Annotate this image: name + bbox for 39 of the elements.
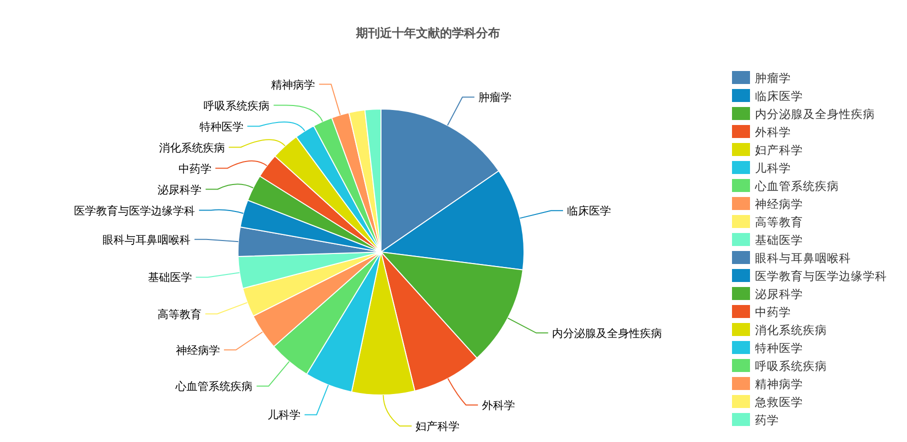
slice-label: 医学教育与医学边缘学科 bbox=[74, 204, 196, 218]
slice-label: 消化系统疾病 bbox=[158, 141, 225, 154]
legend-label: 内分泌腺及全身性疾病 bbox=[755, 107, 875, 121]
legend-label: 高等教育 bbox=[755, 215, 803, 229]
slice-label: 眼科与耳鼻咽喉科 bbox=[102, 233, 190, 246]
slice-label: 中药学 bbox=[178, 162, 212, 176]
slice-label: 基础医学 bbox=[148, 271, 192, 284]
legend-label: 呼吸系统疾病 bbox=[755, 359, 827, 373]
slice-label: 精神病学 bbox=[271, 78, 316, 92]
legend-label: 消化系统疾病 bbox=[755, 323, 827, 337]
legend-label: 妇产科学 bbox=[755, 143, 803, 157]
slice-label: 神经病学 bbox=[176, 344, 220, 357]
slice-label: 呼吸系统疾病 bbox=[204, 99, 270, 112]
legend-label: 特种医学 bbox=[755, 341, 803, 355]
slice-label: 心血管系统疾病 bbox=[174, 380, 253, 394]
slice-label: 特种医学 bbox=[199, 120, 244, 134]
slice-label: 泌尿科学 bbox=[158, 183, 202, 196]
legend-label: 眼科与耳鼻咽喉科 bbox=[755, 251, 851, 265]
legend-label: 临床医学 bbox=[755, 89, 803, 103]
slice-label: 临床医学 bbox=[567, 204, 612, 218]
legend-label: 医学教育与医学边缘学科 bbox=[755, 269, 887, 283]
legend-label: 精神病学 bbox=[755, 377, 803, 391]
slice-label: 高等教育 bbox=[157, 308, 202, 321]
chart-title: 期刊近十年文献的学科分布 bbox=[355, 26, 500, 40]
legend-label: 肿瘤学 bbox=[755, 71, 791, 85]
slice-label: 儿科学 bbox=[268, 408, 301, 422]
slice-label: 外科学 bbox=[482, 399, 515, 412]
slice-label: 妇产科学 bbox=[416, 420, 460, 433]
legend-label: 中药学 bbox=[755, 305, 791, 319]
legend-label: 药学 bbox=[755, 413, 779, 427]
legend-label: 基础医学 bbox=[755, 233, 803, 247]
legend-label: 外科学 bbox=[755, 125, 791, 139]
legend-label: 泌尿科学 bbox=[755, 287, 803, 301]
slice-label: 肿瘤学 bbox=[478, 91, 512, 104]
legend-label: 神经病学 bbox=[755, 197, 803, 211]
legend-label: 儿科学 bbox=[755, 161, 791, 175]
legend-label: 心血管系统疾病 bbox=[754, 179, 839, 193]
legend-label: 急救医学 bbox=[754, 395, 803, 409]
slice-label: 内分泌腺及全身性疾病 bbox=[552, 326, 662, 340]
